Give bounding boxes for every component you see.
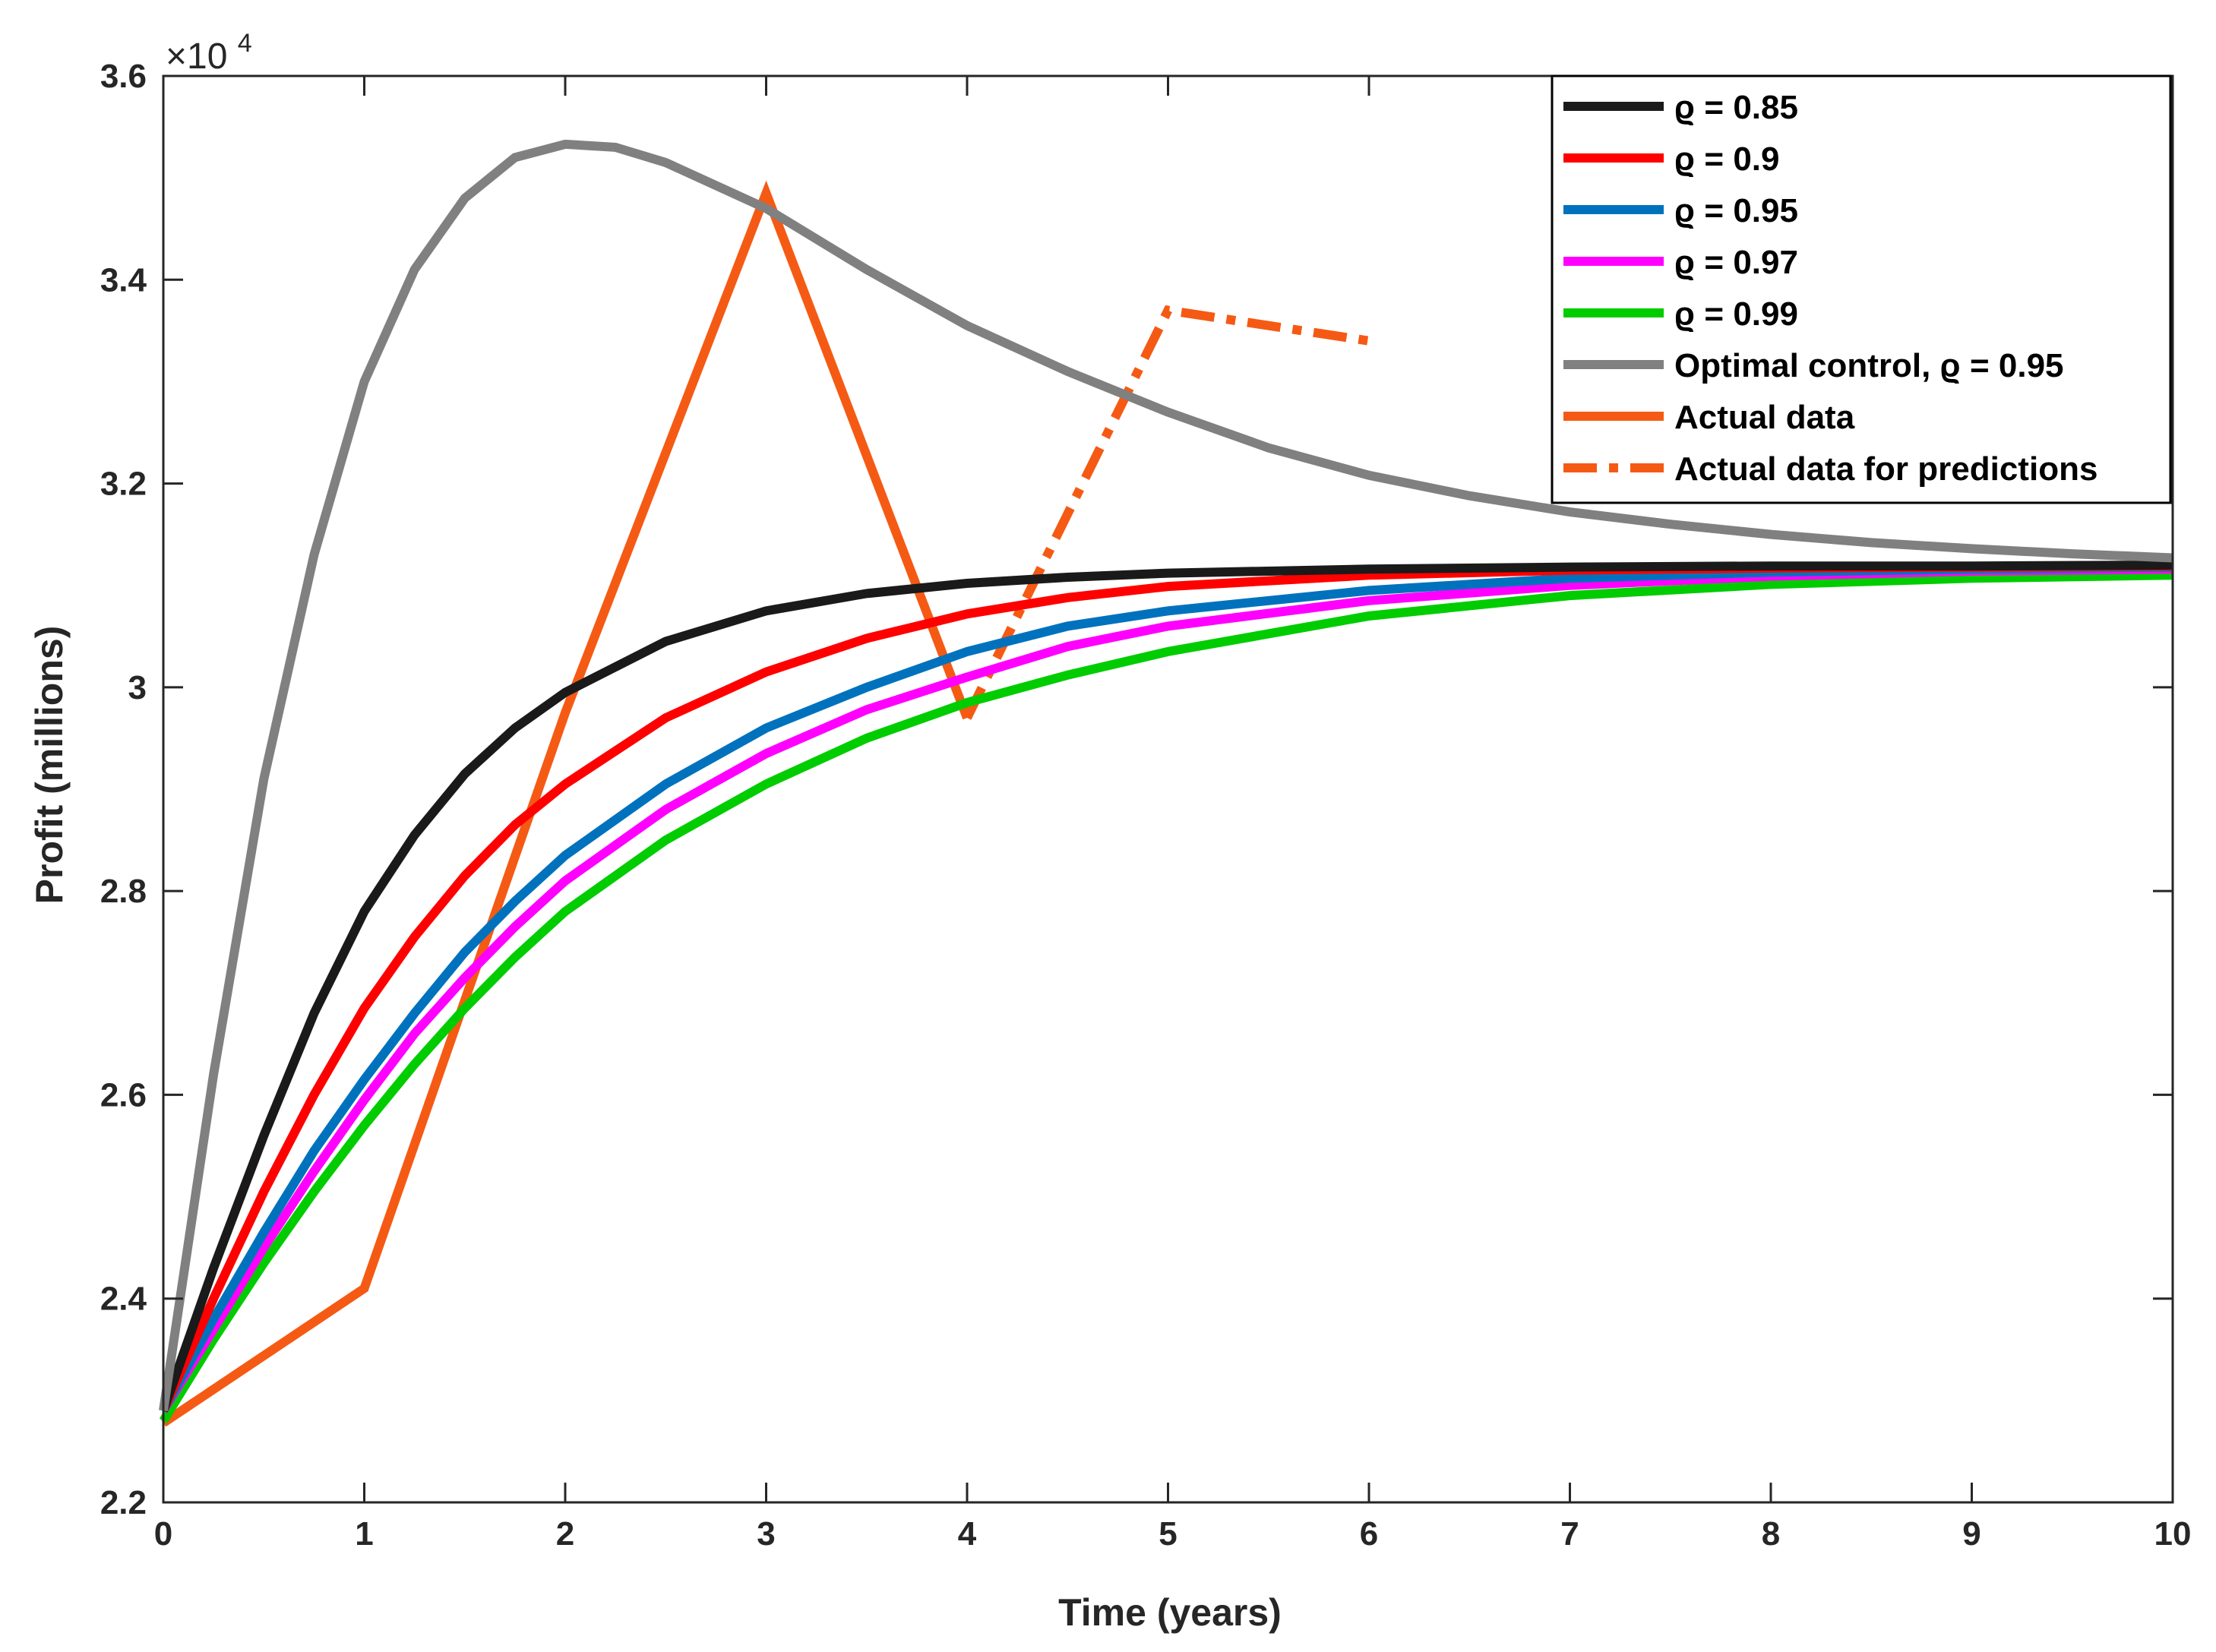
y-axis-multiplier: ×10 4: [166, 29, 252, 77]
legend-label-0: ϱ = 0.85: [1674, 89, 1798, 126]
series-line-6: [160, 180, 972, 1427]
y-tick-label: 3: [128, 669, 147, 706]
x-tick-label: 10: [2154, 1515, 2192, 1553]
legend-label-6: Actual data: [1674, 399, 1855, 436]
x-tick-label: 1: [355, 1515, 373, 1553]
x-tick-label: 8: [1762, 1515, 1780, 1553]
y-tick-label: 2.8: [100, 873, 147, 910]
x-tick-label: 6: [1360, 1515, 1378, 1553]
y-tick-label: 3.6: [100, 58, 147, 95]
x-tick-label: 5: [1159, 1515, 1177, 1553]
x-axis-label: Time (years): [1058, 1591, 1282, 1634]
series-line-4: [159, 570, 2173, 1423]
legend-entries: ϱ = 0.85 ϱ = 0.9 ϱ = 0.95 ϱ = 0.97 ϱ = 0.99 O…: [1563, 89, 2097, 488]
y-tick-label: 2.2: [100, 1484, 147, 1521]
y-axis-multiplier-base: ×10: [166, 36, 227, 77]
x-tick-label: 7: [1560, 1515, 1579, 1553]
x-tick-label: 9: [1962, 1515, 1980, 1553]
y-tick-label: 3.4: [100, 261, 147, 298]
y-tick-label: 2.6: [100, 1076, 147, 1113]
x-tick-label: 0: [154, 1515, 172, 1553]
x-tick-label: 4: [958, 1515, 977, 1553]
legend-label-4: ϱ = 0.99: [1674, 295, 1798, 333]
legend-label-7: Actual data for predictions: [1674, 450, 2097, 488]
legend-label-5: Optimal control, ϱ = 0.95: [1674, 347, 2064, 384]
legend-box: [1551, 74, 2172, 504]
legend-label-1: ϱ = 0.9: [1674, 141, 1780, 178]
series-layer: [159, 139, 2173, 1427]
y-tick-label: 3.2: [100, 466, 147, 503]
x-tick-label: 2: [556, 1515, 574, 1553]
legend-label-2: ϱ = 0.95: [1674, 192, 1798, 229]
series-line-5: [159, 139, 2173, 1412]
series-line-0: [159, 560, 2173, 1413]
ticks-layer: 0 1 2 3 4 5 6 7 8 9 10 2.2 2.4 2.6 2.8 3 3.2 3.4 3.6: [100, 58, 2192, 1553]
series-line-2: [159, 562, 2173, 1414]
y-axis-multiplier-exponent: 4: [238, 29, 252, 58]
legend: ϱ = 0.85 ϱ = 0.9 ϱ = 0.95 ϱ = 0.97 ϱ = 0.99 O…: [1551, 74, 2172, 504]
legend-label-3: ϱ = 0.97: [1674, 244, 1798, 281]
y-tick-label: 2.4: [100, 1281, 147, 1318]
y-axis-label: Profit (millions): [28, 626, 71, 905]
series-line-3: [159, 564, 2173, 1414]
x-tick-label: 3: [757, 1515, 775, 1553]
